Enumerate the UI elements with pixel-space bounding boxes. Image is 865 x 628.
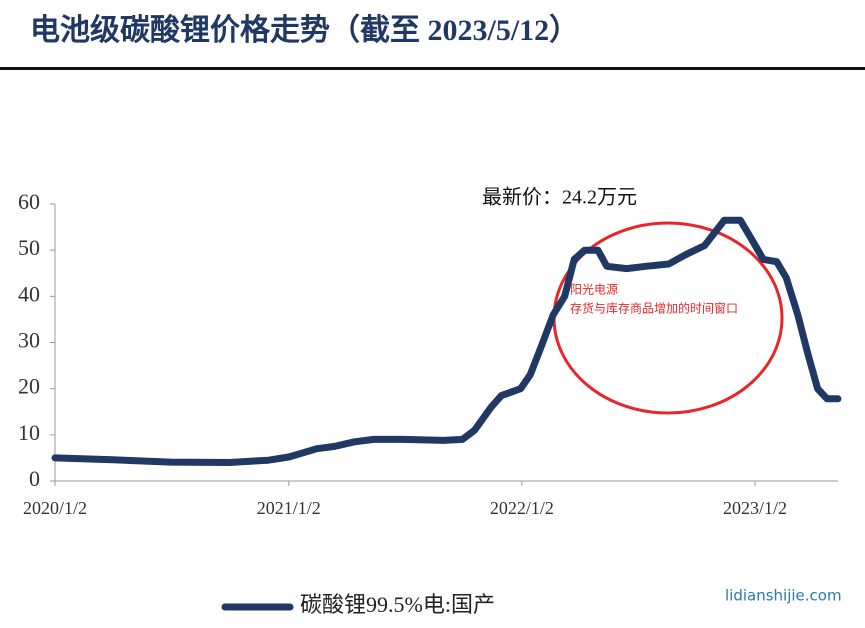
y-tick-label: 0 <box>29 466 40 491</box>
chart-title: 电池级碳酸锂价格走势（截至 2023/5/12） <box>30 13 579 47</box>
annotation: 阳光电源 <box>570 283 618 297</box>
header-rule <box>0 67 865 70</box>
x-tick-label: 2020/1/2 <box>23 498 87 518</box>
y-tick-label: 20 <box>18 374 40 399</box>
y-tick-label: 10 <box>18 420 40 445</box>
y-tick-label: 60 <box>18 189 40 214</box>
annotation: 存货与库存商品增加的时间窗口 <box>570 301 738 316</box>
y-tick-label: 50 <box>18 235 40 260</box>
data-line <box>51 216 842 466</box>
annotation: 最新价：24.2万元 <box>482 186 637 209</box>
watermark: lidianshijie.com <box>725 587 842 605</box>
x-tick-label: 2023/1/2 <box>723 498 787 518</box>
y-tick-label: 40 <box>18 281 40 306</box>
y-tick-label: 30 <box>18 328 40 353</box>
legend-label: 碳酸锂99.5%电:国产 <box>300 592 495 617</box>
x-tick-label: 2021/1/2 <box>257 498 321 518</box>
x-tick-label: 2022/1/2 <box>490 498 554 518</box>
